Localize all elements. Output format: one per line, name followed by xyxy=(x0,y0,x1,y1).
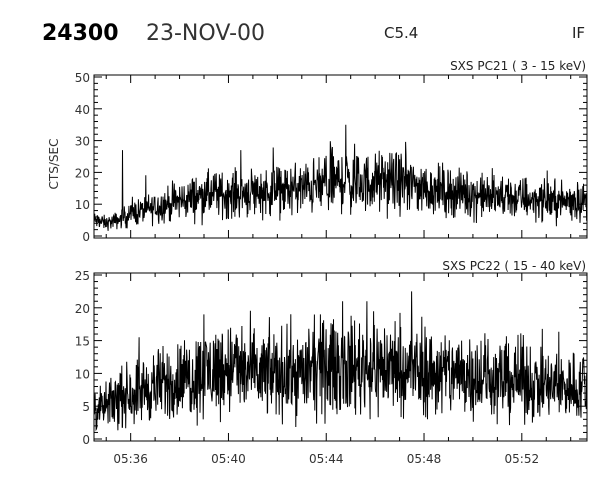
x-minor-ticks-pc21 xyxy=(105,75,572,238)
y-axis-pc21: 0 10 20 30 40 50 xyxy=(75,71,587,244)
y-tick-label: 0 xyxy=(82,230,90,244)
x-axis-pc22: 05:36 05:40 05:44 05:48 05:52 xyxy=(105,273,572,466)
event-date: 23-NOV-00 xyxy=(146,21,265,46)
panel-pc21: SXS PC21 ( 3 - 15 keV) CTS/SEC 0 10 20 30 40… xyxy=(47,59,588,244)
series-line-pc22 xyxy=(93,291,588,432)
panel-title-pc22: SXS PC22 ( 15 - 40 keV) xyxy=(442,259,586,273)
x-tick-label: 05:40 xyxy=(211,452,246,466)
x-tick-label: 05:52 xyxy=(505,452,540,466)
series-line-pc21 xyxy=(93,124,588,231)
y-tick-label: 50 xyxy=(75,71,90,85)
flare-class: C5.4 xyxy=(384,24,418,42)
y-tick-label: 20 xyxy=(75,302,90,316)
y-tick-label: 25 xyxy=(75,269,90,283)
y-tick-label: 5 xyxy=(82,400,90,414)
y-tick-label: 10 xyxy=(75,198,90,212)
x-tick-label: 05:36 xyxy=(113,452,148,466)
y-tick-label: 10 xyxy=(75,367,90,381)
flag-label: IF xyxy=(572,24,585,42)
x-tick-label: 05:44 xyxy=(309,452,344,466)
y-tick-label: 15 xyxy=(75,335,90,349)
y-tick-label: 40 xyxy=(75,103,90,117)
x-tick-label: 05:48 xyxy=(407,452,442,466)
y-tick-label: 20 xyxy=(75,166,90,180)
plot-frame-pc21 xyxy=(93,74,588,239)
panel-title-pc21: SXS PC21 ( 3 - 15 keV) xyxy=(450,59,586,73)
plot-frame-pc22 xyxy=(93,272,588,442)
event-id: 24300 xyxy=(42,21,119,46)
y-tick-label: 0 xyxy=(82,433,90,447)
panel-pc22: SXS PC22 ( 15 - 40 keV) 0 5 10 15 20 25 05:36… xyxy=(75,259,588,466)
y-axis-label: CTS/SEC xyxy=(47,139,61,190)
y-tick-label: 30 xyxy=(75,135,90,149)
